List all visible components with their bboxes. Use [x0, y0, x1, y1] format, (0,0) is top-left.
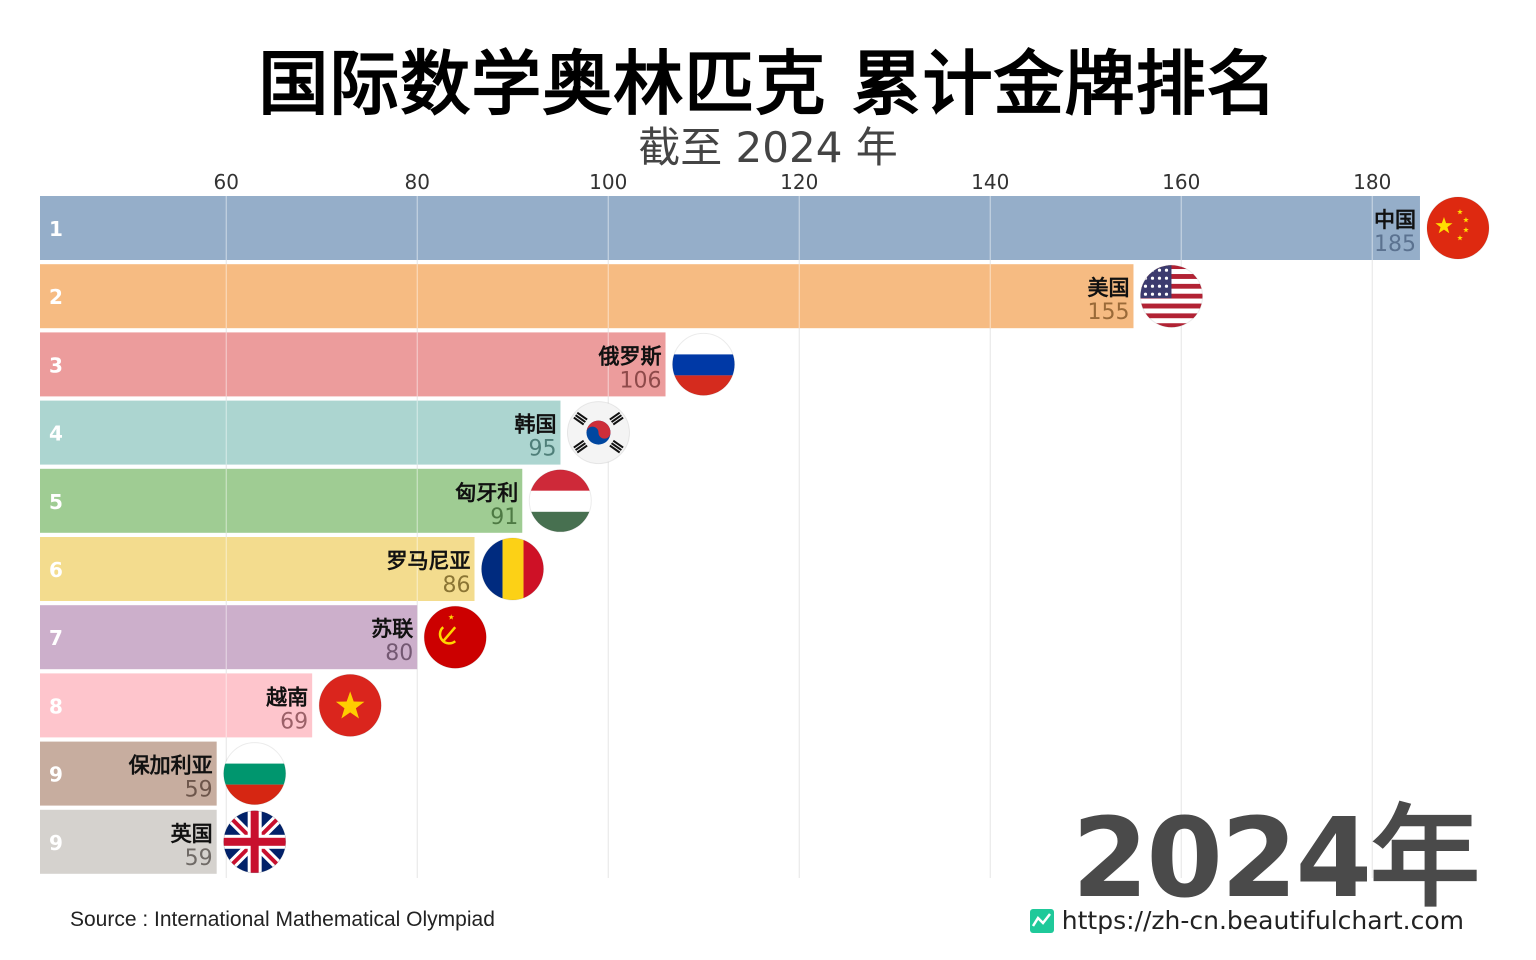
bar: [40, 809, 217, 874]
china-flag-icon: [1426, 196, 1490, 260]
rank-label: 2: [49, 285, 63, 309]
rank-label: 9: [49, 763, 63, 787]
chart-title: 国际数学奥林匹克 累计金牌排名: [258, 43, 1278, 125]
year-indicator: 2024年: [1071, 794, 1480, 922]
bar: [40, 264, 1134, 329]
country-name: 罗马尼亚: [387, 549, 471, 573]
x-axis-ticks: 60 80 100 120 140 160 180: [213, 170, 1391, 194]
country-name: 英国: [171, 822, 213, 846]
bulgaria-flag-icon: [223, 742, 287, 806]
chart-subtitle: 截至 2024 年: [638, 123, 898, 172]
romania-flag-icon: [481, 537, 545, 601]
x-tick-label: 160: [1162, 170, 1200, 194]
usa-flag-icon: [1139, 264, 1203, 328]
x-tick-label: 180: [1353, 170, 1391, 194]
bars: [40, 196, 1420, 874]
uk-flag-icon: [223, 810, 287, 874]
website-link[interactable]: https://zh-cn.beautifulchart.com: [1029, 906, 1464, 935]
bar-value: 106: [620, 368, 662, 393]
country-name: 俄罗斯: [598, 344, 662, 368]
bar-value: 59: [185, 846, 213, 871]
source-note: Source : International Mathematical Olym…: [70, 908, 495, 931]
korea-flag-icon: [566, 401, 630, 465]
russia-flag-icon: [672, 332, 736, 396]
bar-value: 59: [185, 778, 213, 803]
country-name: 苏联: [371, 617, 413, 641]
bar-value: 91: [490, 505, 518, 530]
bar-value: 95: [528, 437, 556, 462]
bar: [40, 673, 313, 738]
x-tick-label: 100: [589, 170, 627, 194]
country-name: 韩国: [514, 413, 556, 437]
bar: [40, 537, 475, 601]
country-name: 越南: [265, 685, 308, 709]
chart-logo-icon: [1029, 908, 1054, 933]
bar: [40, 741, 217, 806]
x-tick-label: 120: [780, 170, 818, 194]
bar-value: 80: [385, 641, 413, 666]
rank-label: 6: [49, 558, 63, 582]
country-name: 匈牙利: [455, 481, 518, 505]
bar: [40, 196, 1420, 260]
rank-label: 1: [49, 217, 63, 241]
rank-label: 3: [49, 353, 63, 377]
bar-value: 86: [443, 573, 471, 598]
bar-value: 155: [1087, 300, 1129, 325]
vietnam-flag-icon: [318, 673, 382, 737]
rank-label: 8: [49, 694, 63, 718]
website-url: https://zh-cn.beautifulchart.com: [1061, 906, 1464, 935]
x-tick-label: 60: [213, 170, 238, 194]
rank-label: 4: [49, 422, 63, 446]
grid-overlay: [225, 196, 1373, 738]
x-tick-label: 140: [971, 170, 1009, 194]
x-tick-label: 80: [404, 170, 429, 194]
bar: [40, 605, 418, 670]
rank-label: 9: [49, 831, 63, 855]
hungary-flag-icon: [528, 469, 592, 533]
ussr-flag-icon: [423, 605, 487, 669]
country-name: 中国: [1374, 208, 1416, 232]
rank-label: 5: [49, 490, 63, 514]
rank-label: 7: [49, 626, 63, 650]
bar-value: 69: [280, 709, 308, 734]
bar: [40, 332, 666, 397]
bar-value: 185: [1374, 232, 1416, 257]
country-name: 美国: [1087, 276, 1129, 300]
bar: [40, 468, 523, 533]
bar: [40, 400, 561, 465]
country-name: 保加利亚: [128, 754, 213, 778]
